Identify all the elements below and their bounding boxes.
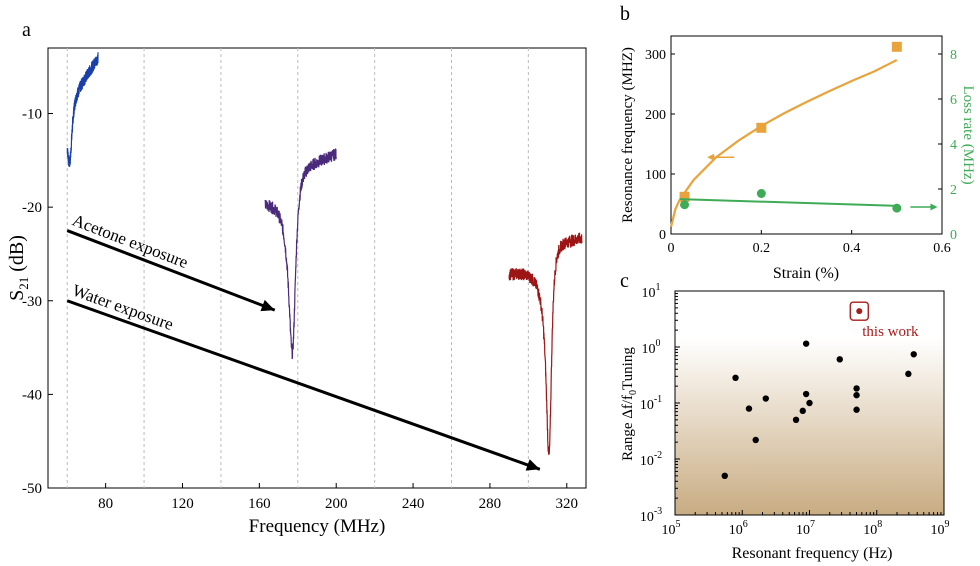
- chart-b-xtick-label: 0.4: [843, 241, 861, 256]
- chart-a-series-1: [66, 52, 99, 167]
- chart-c-xtick-label: 105: [662, 519, 681, 538]
- chart-a-xtick-label: 80: [98, 496, 113, 512]
- chart-a-ylabel: S21 (dB): [6, 235, 31, 301]
- chart-a-gridlines: [66, 48, 529, 488]
- chart-b-ytick-right-label: 2: [950, 183, 957, 198]
- chart-c-ticks: 105 106 107 108 109 10-3 10-2 10-1 100 101: [640, 282, 950, 538]
- chart-c-point: [752, 436, 759, 444]
- chart-b-ytick-right-label: 6: [950, 93, 957, 108]
- chart-c-shaded-region: [675, 337, 944, 515]
- chart-b-fit-loss: [679, 198, 897, 207]
- chart-c-point: [799, 407, 806, 415]
- chart-b-series: [669, 41, 938, 228]
- chart-c-highlight-point: [856, 308, 863, 315]
- annotation-arrow-line: [66, 229, 276, 312]
- chart-c-ytick-label: 101: [642, 282, 661, 301]
- chart-a-xtick-label: 320: [556, 496, 579, 512]
- chart-b-axis-arrow-right-head: [930, 203, 938, 211]
- chart-c-ytick-label: 100: [642, 338, 661, 357]
- chart-c-point: [836, 356, 843, 363]
- chart-b-ytick-label: 300: [645, 48, 666, 63]
- chart-c-point: [745, 405, 753, 412]
- chart-c-point: [732, 374, 739, 381]
- chart-a-ytick-label: -20: [22, 200, 42, 216]
- chart-c-point: [806, 399, 813, 407]
- chart-b-frame: [670, 35, 943, 235]
- chart-a-frame: [47, 47, 587, 489]
- chart-c-xtick-label: 108: [863, 519, 882, 538]
- chart-b-ytick-right-label: 4: [950, 138, 957, 153]
- chart-a-series-3: [508, 232, 583, 455]
- chart-b-point-loss: [756, 189, 766, 198]
- chart-a-xtick-label: 160: [248, 496, 271, 512]
- chart-c-ytick-label: 10-3: [640, 506, 662, 525]
- chart-a-ytick-label: -10: [22, 107, 42, 123]
- chart-c-point: [802, 340, 810, 347]
- chart-a-ytick-label: -30: [22, 294, 42, 310]
- chart-c-xtick-label: 107: [796, 519, 815, 538]
- chart-c-highlight-box: [849, 301, 869, 321]
- annotation-arrow-head: [525, 459, 540, 471]
- chart-b-ytick-label: 200: [645, 108, 666, 123]
- chart-c: 105 106 107 108 109 10-3 10-2 10-1 100 101 this w…: [620, 282, 950, 562]
- chart-a-xtick-label: 200: [325, 496, 348, 512]
- chart-a-xtick-label: 280: [479, 496, 502, 512]
- chart-b-xtick-label: 0.6: [933, 241, 951, 256]
- chart-b-ytick-label: 0: [659, 228, 666, 243]
- annotation-label: Acetone exposure: [70, 211, 191, 273]
- panel-b-label: b: [620, 3, 630, 25]
- chart-c-highlight: this work: [849, 301, 919, 340]
- chart-c-xlabel: Resonant frequency (Hz): [732, 545, 893, 562]
- chart-c-point: [853, 385, 860, 392]
- chart-a-xtick-label: 120: [171, 496, 194, 512]
- chart-c-xtick-label: 106: [729, 519, 748, 538]
- chart-a-ytick-label: -40: [22, 387, 42, 403]
- chart-b-xlabel: Strain (%): [773, 265, 839, 282]
- chart-b-ytick-right-label: 8: [950, 48, 957, 63]
- chart-a-ticks: 80 120 160 200 240 280 320 -10 -20 -30 -40 -50: [22, 107, 578, 512]
- chart-b-xtick-label: 0: [668, 241, 675, 256]
- chart-c-point: [721, 472, 728, 479]
- chart-c-points: [721, 340, 917, 479]
- chart-b-xtick-label: 0.2: [753, 241, 771, 256]
- chart-b-ytick-label: 100: [645, 168, 666, 183]
- chart-c-xtick-label: 109: [931, 519, 950, 538]
- panel-c-label: c: [620, 270, 629, 292]
- chart-c-point: [762, 395, 769, 402]
- panel-a-label: a: [22, 19, 31, 41]
- chart-a: 80 120 160 200 240 280 320 -10 -20 -30 -40 -50 Acet…: [6, 47, 587, 537]
- chart-c-point: [905, 370, 912, 378]
- chart-c-ytick-label: 10-2: [640, 450, 662, 469]
- chart-b-point-frequency: [891, 41, 902, 52]
- chart-c-point: [853, 391, 860, 399]
- chart-a-series: [66, 52, 583, 455]
- annotation-arrow-line: [66, 299, 541, 471]
- chart-b-point-frequency: [756, 122, 767, 133]
- chart-b-ylabel: Resonance frequency (MHZ): [620, 47, 636, 223]
- chart-b-point-loss: [680, 200, 690, 210]
- chart-a-series-2: [264, 148, 337, 360]
- chart-c-ylabel: Range Δf/f0Tuning: [620, 347, 639, 461]
- chart-a-xlabel: Frequency (MHz): [249, 516, 386, 537]
- chart-b-point-frequency: [679, 191, 690, 202]
- chart-b-ylabel-right: Loss rate (MHz): [960, 85, 976, 184]
- chart-b-point-loss: [892, 203, 902, 213]
- chart-c-point: [802, 390, 810, 398]
- chart-c-ytick-label: 10-1: [640, 394, 662, 413]
- annotation-arrow-head: [260, 299, 275, 312]
- chart-c-point: [853, 406, 860, 413]
- chart-b-ytick-right-label: 0: [950, 228, 957, 243]
- chart-c-highlight-label: this work: [862, 324, 919, 340]
- chart-a-xtick-label: 240: [402, 496, 425, 512]
- chart-c-point: [792, 416, 800, 423]
- chart-a-ytick-label: -50: [22, 481, 42, 497]
- chart-b-axis-arrow-left-head: [707, 153, 715, 161]
- chart-c-point: [910, 351, 917, 358]
